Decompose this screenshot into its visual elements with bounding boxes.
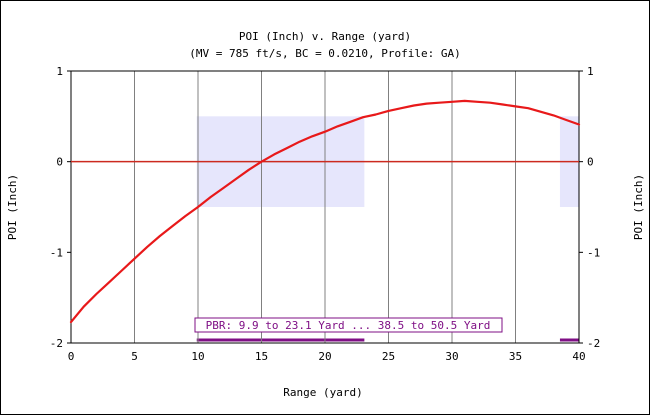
- x-tick-label: 5: [131, 350, 138, 363]
- x-tick-label: 35: [509, 350, 522, 363]
- y-axis-label-right: POI (Inch): [632, 174, 645, 240]
- y-axis-label-left: POI (Inch): [6, 174, 19, 240]
- pbr-label-box: [194, 317, 503, 333]
- plot-area-border: [70, 70, 580, 344]
- y-tick-label-left: -1: [50, 246, 63, 259]
- x-tick-label: 20: [318, 350, 331, 363]
- y-tick-label-right: 0: [587, 156, 594, 169]
- pbr-annotation: PBR: 9.9 to 23.1 Yard ... 38.5 to 50.5 Y…: [194, 317, 503, 333]
- y-tick-label-left: 1: [56, 65, 63, 78]
- x-tick-label: 10: [191, 350, 204, 363]
- x-tick-label: 30: [445, 350, 458, 363]
- x-tick-label: 25: [382, 350, 395, 363]
- series-line-poi: [69, 99, 581, 324]
- chart-title: POI (Inch) v. Range (yard): [239, 30, 411, 43]
- y-tick-label-left: 0: [56, 156, 63, 169]
- x-tick-label: 0: [68, 350, 75, 363]
- x-tick-label: 15: [255, 350, 268, 363]
- y-tick-label-left: -2: [50, 337, 63, 350]
- chart-subtitle: (MV = 785 ft/s, BC = 0.0210, Profile: GA…: [189, 47, 461, 60]
- x-axis-label: Range (yard): [283, 386, 362, 399]
- y-tick-label-right: -1: [587, 246, 600, 259]
- x-tick-label: 40: [572, 350, 585, 363]
- y-tick-label-right: -2: [587, 337, 600, 350]
- y-tick-label-right: 1: [587, 65, 594, 78]
- pbr-label: PBR: 9.9 to 23.1 Yard ... 38.5 to 50.5 Y…: [206, 319, 491, 332]
